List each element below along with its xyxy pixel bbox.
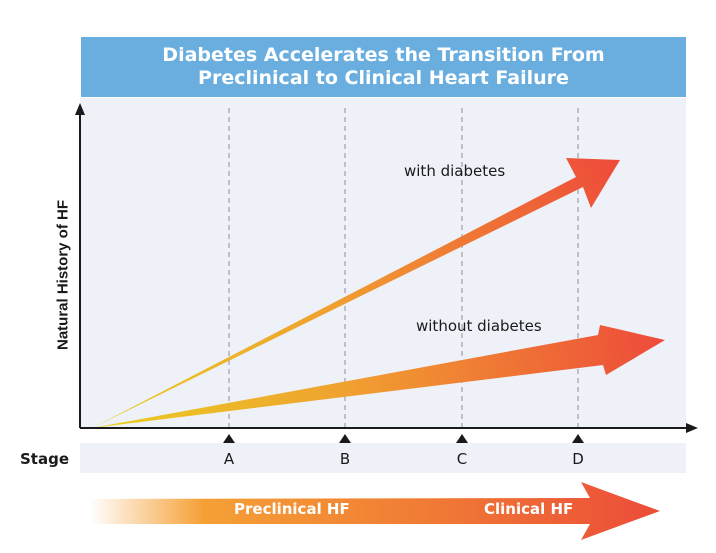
stage-c-label: C: [456, 450, 468, 468]
stage-b-label: B: [339, 450, 351, 468]
clinical-hf-label: Clinical HF: [484, 500, 574, 518]
without-diabetes-arrow: [92, 325, 665, 428]
stage-b-marker: [339, 434, 351, 443]
stage-band: [80, 443, 686, 473]
with-diabetes-arrow: [92, 158, 620, 428]
hf-progression-arrow: [90, 482, 660, 540]
stage-c-marker: [456, 434, 468, 443]
y-axis-label: Natural History of HF: [54, 199, 72, 351]
plot-area: [80, 98, 686, 428]
stage-d-label: D: [572, 450, 584, 468]
stage-a-marker: [223, 434, 235, 443]
stage-row-label: Stage: [20, 450, 70, 468]
y-axis-arrowhead: [75, 103, 85, 115]
diagram-title: Diabetes Accelerates the Transition From…: [162, 44, 605, 89]
stage-a-label: A: [223, 450, 235, 468]
title-banner: Diabetes Accelerates the Transition From…: [81, 37, 686, 97]
stage-d-marker: [572, 434, 584, 443]
preclinical-hf-label: Preclinical HF: [234, 500, 350, 518]
x-axis-arrowhead: [686, 423, 698, 433]
without-diabetes-label: without diabetes: [416, 317, 542, 335]
with-diabetes-label: with diabetes: [404, 162, 506, 180]
